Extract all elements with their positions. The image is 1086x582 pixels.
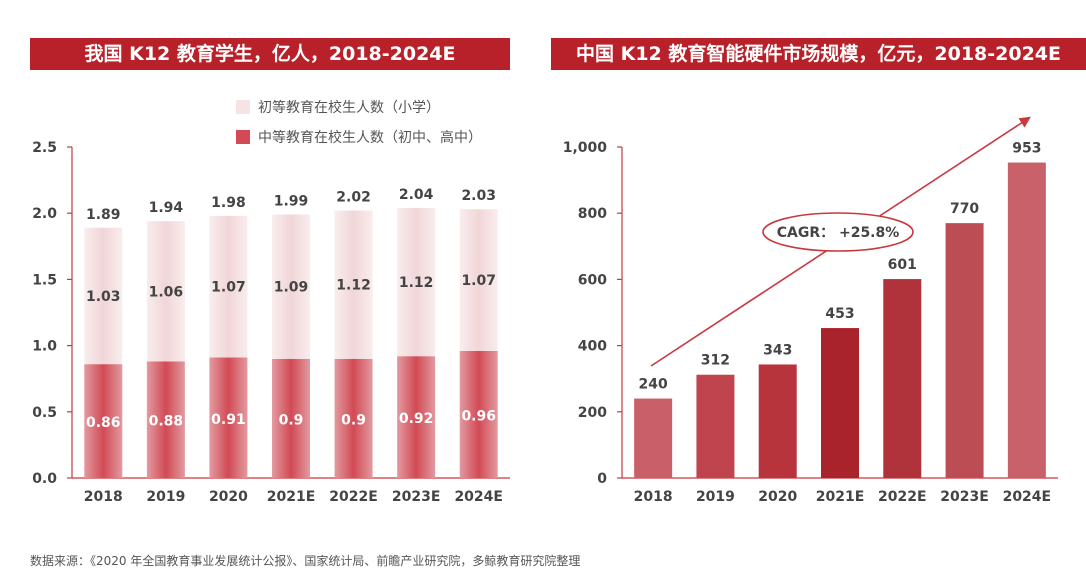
left-label-secondary: 0.91 (211, 412, 246, 428)
legend-label-secondary: 中等教育在校生人数（初中、高中） (258, 129, 482, 146)
left-bar-primary (334, 210, 373, 359)
left-label-total: 1.94 (149, 200, 184, 216)
left-y-tick-label: 0.0 (32, 471, 57, 487)
right-bar-value-label: 953 (1012, 141, 1041, 157)
legend-swatch-secondary (236, 130, 250, 144)
left-label-total: 1.89 (86, 207, 121, 223)
left-bar-secondary (272, 358, 310, 478)
left-bar-primary (459, 209, 498, 351)
left-label-primary: 1.07 (461, 273, 496, 289)
right-y-tick-label: 1,000 (563, 140, 608, 156)
left-x-tick-label: 2024E (454, 489, 503, 505)
left-label-secondary: 0.9 (341, 412, 366, 428)
right-bar (821, 328, 859, 478)
right-x-tick-label: 2020 (758, 489, 797, 505)
right-bar (883, 279, 922, 478)
left-label-secondary: 0.92 (399, 411, 434, 427)
right-bar-value-label: 240 (639, 377, 668, 393)
right-chart-title: 中国 K12 教育智能硬件市场规模，亿元，2018-2024E (551, 38, 1086, 70)
right-bar (696, 374, 735, 478)
right-bar-value-label: 312 (701, 353, 730, 369)
cagr-ellipse (762, 212, 914, 252)
right-x-tick-label: 2021E (816, 489, 865, 505)
right-bar-value-label: 453 (825, 306, 854, 322)
left-bar-primary (84, 227, 123, 365)
left-x-tick-label: 2020 (209, 489, 248, 505)
left-label-total: 1.98 (211, 195, 246, 211)
left-y-tick-label: 1.5 (32, 272, 57, 288)
right-x-tick-label: 2019 (696, 489, 735, 505)
left-label-secondary: 0.86 (86, 415, 121, 431)
right-bar (945, 223, 984, 478)
right-y-tick-label: 600 (578, 272, 607, 288)
right-x-tick-label: 2023E (940, 489, 989, 505)
left-label-total: 1.99 (274, 194, 309, 210)
left-label-secondary: 0.96 (461, 408, 496, 424)
left-bar-secondary (84, 364, 123, 478)
cagr-annotation: CAGR： +25.8% (777, 225, 900, 241)
left-chart-title: 我国 K12 教育学生，亿人，2018-2024E (30, 38, 510, 70)
legend-label-primary: 初等教育在校生人数（小学） (258, 99, 440, 116)
left-label-total: 2.02 (336, 190, 371, 206)
left-label-primary: 1.03 (86, 289, 121, 305)
right-x-tick-label: 2024E (1003, 489, 1052, 505)
left-label-secondary: 0.9 (279, 412, 304, 428)
right-y-tick-label: 400 (578, 339, 607, 355)
left-x-tick-label: 2021E (267, 489, 316, 505)
source-note: 数据来源：《2020 年全国教育事业发展统计公报》、国家统计局、前瞻产业研究院，… (30, 554, 581, 568)
left-label-primary: 1.07 (211, 280, 246, 296)
left-bar-secondary (459, 350, 498, 478)
right-y-tick-label: 200 (578, 405, 607, 421)
left-x-tick-label: 2019 (146, 489, 185, 505)
left-y-tick-label: 2.0 (32, 206, 57, 222)
left-bar-primary (397, 207, 436, 357)
left-y-tick-label: 2.5 (32, 140, 57, 156)
left-x-tick-label: 2023E (392, 489, 441, 505)
right-bar-value-label: 343 (763, 342, 792, 358)
left-x-tick-label: 2022E (329, 489, 378, 505)
right-bar (1007, 162, 1046, 478)
left-bar-secondary (209, 357, 248, 478)
right-x-tick-label: 2018 (634, 489, 673, 505)
right-y-tick-label: 0 (597, 471, 607, 487)
left-label-primary: 1.12 (399, 275, 434, 291)
right-x-tick-label: 2022E (878, 489, 927, 505)
right-bar (758, 364, 797, 478)
left-bar-secondary (146, 361, 185, 478)
right-bar (634, 398, 673, 478)
left-label-primary: 1.06 (149, 284, 184, 300)
right-y-tick-label: 800 (578, 206, 607, 222)
right-bar-value-label: 601 (888, 257, 917, 273)
left-label-primary: 1.12 (336, 278, 371, 294)
left-bar-primary (209, 215, 248, 358)
legend-swatch-primary (236, 100, 250, 114)
left-bar-secondary (334, 358, 373, 478)
left-bar-primary (146, 221, 185, 362)
left-bar-secondary (397, 356, 436, 478)
left-label-total: 2.04 (399, 187, 434, 203)
right-bar-value-label: 770 (950, 201, 979, 217)
left-label-secondary: 0.88 (149, 414, 184, 430)
left-bar-primary (272, 214, 310, 359)
left-label-total: 2.03 (461, 188, 496, 204)
left-x-tick-label: 2018 (84, 489, 123, 505)
left-label-primary: 1.09 (274, 280, 309, 296)
left-y-tick-label: 1.0 (32, 339, 57, 355)
left-y-tick-label: 0.5 (32, 405, 57, 421)
